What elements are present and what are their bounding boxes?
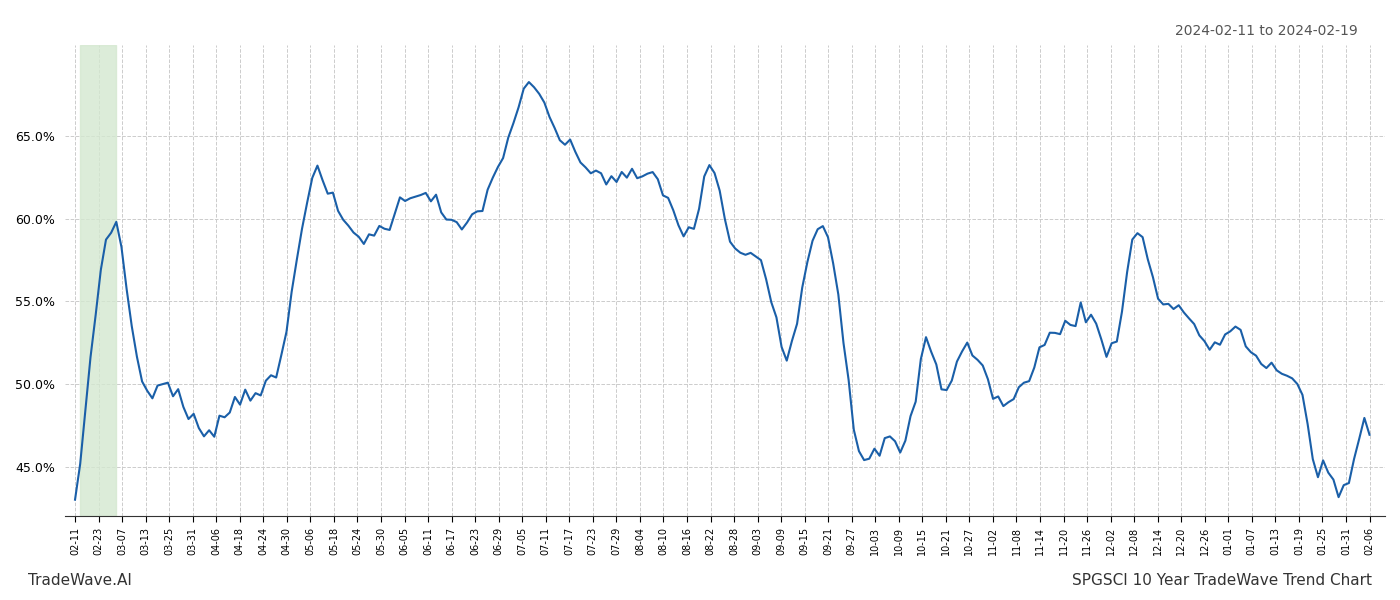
Text: TradeWave.AI: TradeWave.AI (28, 573, 132, 588)
Bar (80, 45, 116, 517)
Text: 2024-02-11 to 2024-02-19: 2024-02-11 to 2024-02-19 (1175, 24, 1358, 38)
Text: SPGSCI 10 Year TradeWave Trend Chart: SPGSCI 10 Year TradeWave Trend Chart (1072, 573, 1372, 588)
